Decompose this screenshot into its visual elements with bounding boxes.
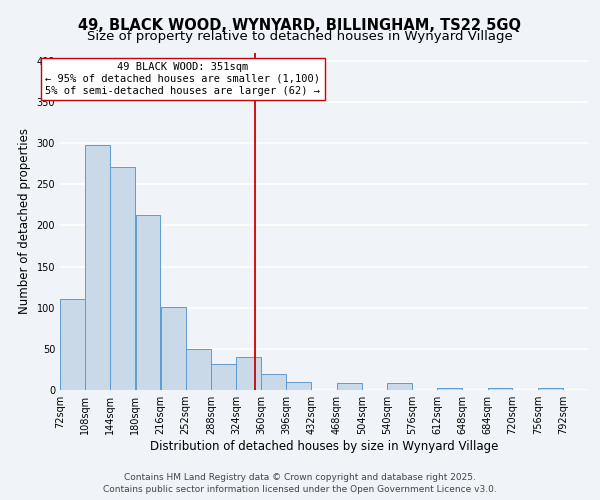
Text: Contains HM Land Registry data © Crown copyright and database right 2025.
Contai: Contains HM Land Registry data © Crown c… xyxy=(103,472,497,494)
Bar xyxy=(488,388,512,390)
Text: 49, BLACK WOOD, WYNYARD, BILLINGHAM, TS22 5GQ: 49, BLACK WOOD, WYNYARD, BILLINGHAM, TS2… xyxy=(79,18,521,32)
Bar xyxy=(262,374,286,390)
Bar xyxy=(211,364,236,390)
Bar xyxy=(437,388,462,390)
Bar xyxy=(161,307,185,390)
Bar xyxy=(85,144,110,390)
Text: 49 BLACK WOOD: 351sqm
← 95% of detached houses are smaller (1,100)
5% of semi-de: 49 BLACK WOOD: 351sqm ← 95% of detached … xyxy=(46,62,320,96)
Bar xyxy=(110,167,135,390)
Bar xyxy=(60,300,85,390)
Bar xyxy=(538,388,563,390)
Text: Size of property relative to detached houses in Wynyard Village: Size of property relative to detached ho… xyxy=(87,30,513,43)
X-axis label: Distribution of detached houses by size in Wynyard Village: Distribution of detached houses by size … xyxy=(150,440,498,453)
Bar xyxy=(387,384,412,390)
Bar xyxy=(236,357,261,390)
Bar xyxy=(186,349,211,390)
Bar xyxy=(286,382,311,390)
Bar xyxy=(337,384,362,390)
Y-axis label: Number of detached properties: Number of detached properties xyxy=(18,128,31,314)
Bar xyxy=(136,214,160,390)
